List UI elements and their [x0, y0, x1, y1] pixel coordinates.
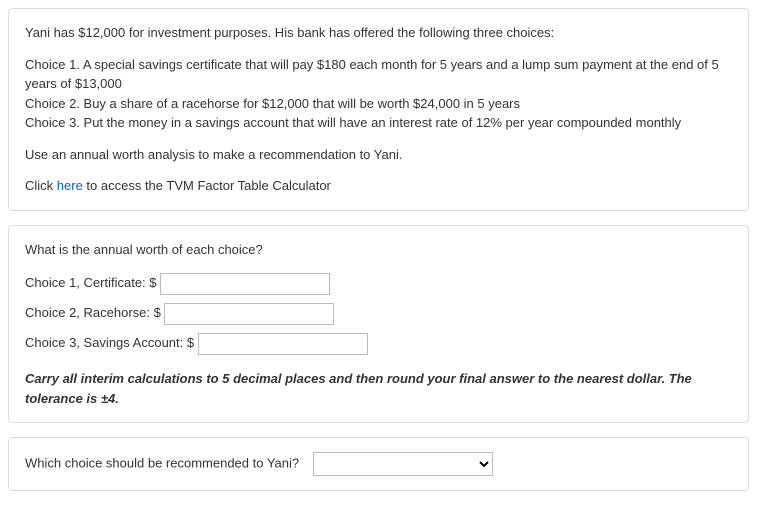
choice-1-text: Choice 1. A special savings certificate … — [25, 55, 732, 94]
recommendation-select[interactable] — [313, 452, 493, 476]
problem-intro: Yani has $12,000 for investment purposes… — [25, 23, 732, 43]
answer-panel-1: What is the annual worth of each choice?… — [8, 225, 749, 424]
choice1-input[interactable] — [160, 273, 330, 295]
choice3-input[interactable] — [198, 333, 368, 355]
calculator-line: Click here to access the TVM Factor Tabl… — [25, 176, 732, 196]
choice2-input[interactable] — [164, 303, 334, 325]
choice3-row: Choice 3, Savings Account: $ — [25, 333, 732, 355]
tvm-calculator-link[interactable]: here — [57, 178, 83, 193]
q1-heading: What is the annual worth of each choice? — [25, 240, 732, 260]
q2-prompt: Which choice should be recommended to Ya… — [25, 455, 299, 470]
choice-3-text: Choice 3. Put the money in a savings acc… — [25, 113, 732, 133]
problem-panel: Yani has $12,000 for investment purposes… — [8, 8, 749, 211]
choice1-row: Choice 1, Certificate: $ — [25, 273, 732, 295]
click-prefix: Click — [25, 178, 57, 193]
choices-block: Choice 1. A special savings certificate … — [25, 55, 732, 133]
click-suffix: to access the TVM Factor Table Calculato… — [83, 178, 331, 193]
choice2-row: Choice 2, Racehorse: $ — [25, 303, 732, 325]
answer-panel-2: Which choice should be recommended to Ya… — [8, 437, 749, 491]
choice1-label: Choice 1, Certificate: $ — [25, 273, 157, 293]
choice3-label: Choice 3, Savings Account: $ — [25, 333, 194, 353]
choice-2-text: Choice 2. Buy a share of a racehorse for… — [25, 94, 732, 114]
choice2-label: Choice 2, Racehorse: $ — [25, 303, 161, 323]
task-text: Use an annual worth analysis to make a r… — [25, 145, 732, 165]
q1-instruction: Carry all interim calculations to 5 deci… — [25, 369, 732, 408]
